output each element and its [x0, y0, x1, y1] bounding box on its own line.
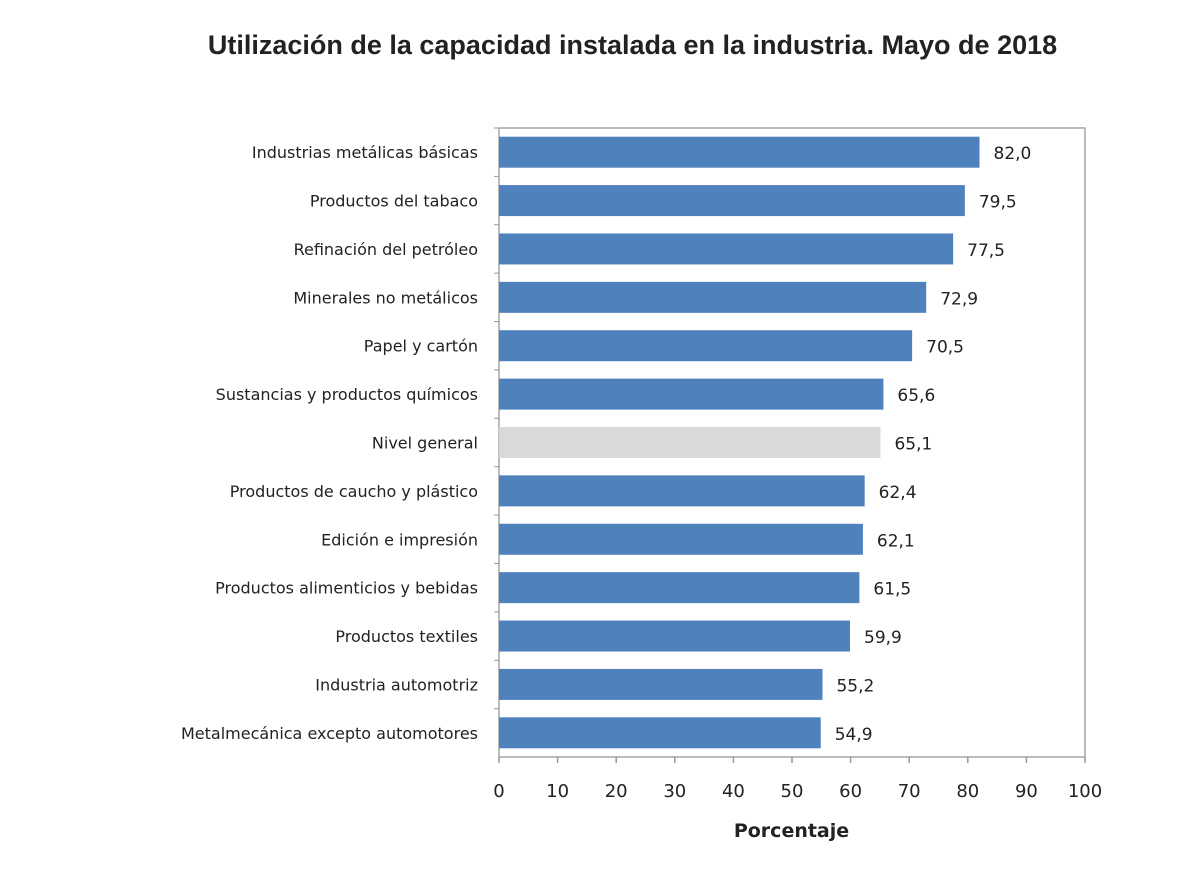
- x-tick-label-5: 50: [781, 781, 804, 802]
- category-label-7: Productos de caucho y plástico: [230, 482, 478, 501]
- x-axis-label: Porcentaje: [733, 820, 850, 842]
- bar-0: [499, 136, 980, 168]
- data-label-4: 70,5: [926, 338, 964, 358]
- data-label-6: 65,1: [894, 435, 932, 455]
- category-label-12: Metalmecánica excepto automotores: [181, 724, 478, 743]
- bar-8: [499, 523, 863, 555]
- x-tick-label-3: 30: [663, 781, 686, 802]
- category-label-2: Refinación del petróleo: [294, 240, 478, 259]
- x-tick-label-1: 10: [546, 781, 569, 802]
- data-label-8: 62,1: [877, 531, 915, 551]
- x-tick-label-10: 100: [1068, 781, 1102, 802]
- x-tick-label-6: 60: [839, 781, 862, 802]
- data-label-2: 77,5: [967, 241, 1005, 261]
- data-label-10: 59,9: [864, 628, 902, 648]
- bar-3: [499, 281, 927, 313]
- data-label-0: 82,0: [994, 144, 1032, 164]
- bar-11: [499, 668, 823, 700]
- data-label-9: 61,5: [873, 580, 911, 600]
- bar-12: [499, 717, 821, 749]
- data-label-5: 65,6: [897, 386, 935, 406]
- category-label-8: Edición e impresión: [321, 530, 478, 549]
- data-label-7: 62,4: [879, 483, 917, 503]
- category-label-5: Sustancias y productos químicos: [216, 385, 478, 404]
- bar-2: [499, 233, 954, 265]
- x-tick-label-4: 40: [722, 781, 745, 802]
- x-tick-label-9: 90: [1015, 781, 1038, 802]
- category-label-0: Industrias metálicas básicas: [252, 143, 478, 162]
- category-label-3: Minerales no metálicos: [293, 288, 478, 307]
- category-label-6: Nivel general: [372, 434, 478, 453]
- category-label-10: Productos textiles: [335, 627, 478, 646]
- data-label-3: 72,9: [940, 289, 978, 309]
- category-label-1: Productos del tabaco: [310, 192, 478, 211]
- category-label-11: Industria automotriz: [315, 675, 478, 694]
- bar-10: [499, 620, 851, 652]
- bar-4: [499, 330, 913, 362]
- x-tick-label-0: 0: [493, 781, 504, 802]
- x-tick-label-2: 20: [605, 781, 628, 802]
- category-label-9: Productos alimenticios y bebidas: [215, 579, 478, 598]
- x-tick-label-7: 70: [898, 781, 921, 802]
- data-label-1: 79,5: [979, 193, 1017, 213]
- category-label-4: Papel y cartón: [364, 337, 478, 356]
- bar-1: [499, 185, 965, 217]
- chart-title: Utilización de la capacidad instalada en…: [207, 30, 1058, 60]
- data-label-12: 54,9: [835, 725, 873, 745]
- bar-7: [499, 475, 865, 507]
- bar-6: [499, 427, 881, 458]
- data-label-11: 55,2: [836, 676, 874, 696]
- x-tick-label-8: 80: [956, 781, 979, 802]
- bar-5: [499, 378, 884, 410]
- bar-9: [499, 572, 860, 604]
